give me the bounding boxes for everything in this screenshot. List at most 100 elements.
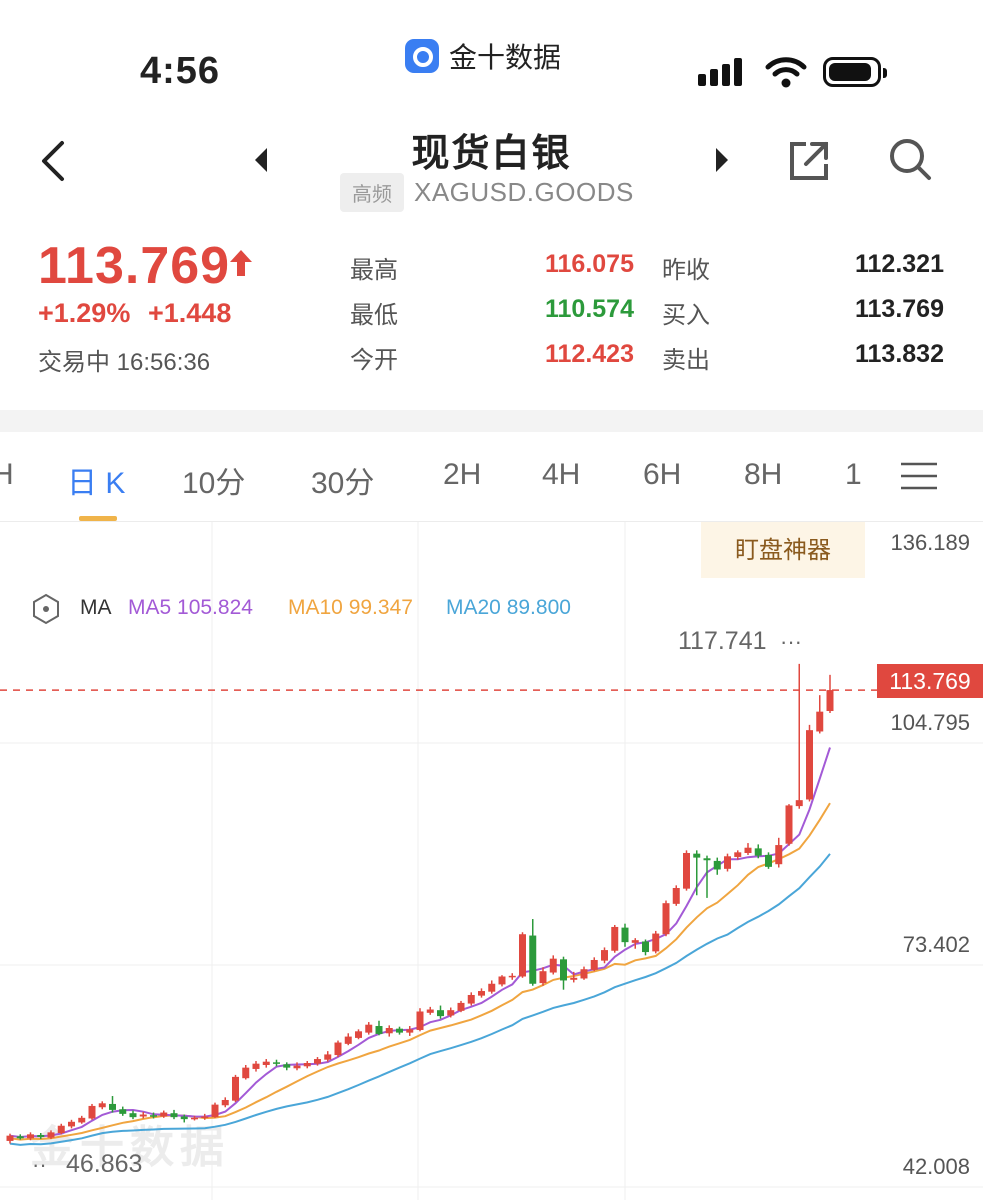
candle-body (734, 852, 742, 857)
trading-status: 交易中 16:56:36 (38, 349, 211, 376)
ask-value: 113.832 (855, 340, 944, 368)
tab-more[interactable]: 1 (845, 458, 862, 491)
candle-body (16, 1136, 24, 1139)
ma-label: MA (80, 596, 112, 619)
high-value: 116.075 (545, 250, 634, 278)
candle-body (611, 926, 619, 951)
tab-daily-k[interactable]: 日 K (67, 467, 126, 500)
candle-body (426, 1009, 434, 1013)
bid-value: 113.769 (855, 295, 944, 323)
tab-2h[interactable]: 2H (443, 458, 482, 491)
candle-body (139, 1114, 147, 1117)
y-axis-label: 42.008 (903, 1154, 970, 1179)
prev-instrument-icon[interactable] (253, 147, 269, 173)
bid-label: 买入 (662, 302, 710, 329)
candle-body (416, 1011, 424, 1030)
candle-body (693, 853, 701, 858)
next-instrument-icon[interactable] (714, 147, 730, 173)
kline-chart[interactable]: 金十数据 MA MA5 105.824 MA10 99.347 MA20 89.… (0, 522, 983, 1200)
candle-body (232, 1076, 239, 1101)
ma20-line (9, 853, 831, 1146)
active-tab-indicator (79, 516, 117, 521)
candle-body (488, 983, 496, 992)
tab-30min[interactable]: 30分 (311, 467, 375, 500)
app-name: 金十数据 (449, 42, 562, 73)
candle-body (447, 1010, 455, 1016)
candle-body (37, 1134, 45, 1137)
up-arrow-icon (230, 250, 252, 276)
candle-body (590, 959, 598, 970)
monitor-button-bg[interactable] (701, 522, 865, 578)
open-label: 今开 (350, 347, 398, 374)
candle-body (754, 848, 762, 856)
tab-6h[interactable]: 6H (643, 458, 682, 491)
menu-icon[interactable] (900, 462, 938, 490)
instrument-subtitle: 高频 XAGUSD.GOODS (340, 173, 634, 212)
candle-body (262, 1061, 270, 1065)
candle-body (519, 934, 526, 977)
candle-body (242, 1067, 250, 1079)
candle-body (652, 933, 660, 952)
tab-h[interactable]: H (0, 458, 14, 491)
back-icon[interactable] (38, 140, 68, 182)
low-annotation: 46.863 (66, 1150, 142, 1178)
search-icon[interactable] (887, 136, 933, 182)
settings-hexagon-icon[interactable] (33, 593, 59, 625)
candle-body (119, 1109, 127, 1114)
candle-body (273, 1062, 280, 1064)
tab-4h[interactable]: 4H (542, 458, 581, 491)
candle-body (529, 935, 537, 984)
candle-body (27, 1134, 34, 1139)
candle-body (775, 845, 783, 865)
last-price: 113.769 (38, 237, 231, 295)
candle-body (549, 958, 557, 973)
candle-body (98, 1103, 106, 1108)
moving-average-lines (9, 747, 831, 1146)
high-label: 最高 (350, 257, 398, 284)
ask-label: 卖出 (662, 347, 710, 374)
candle-body (508, 975, 516, 978)
prev-close-label: 昨收 (662, 257, 710, 284)
candle-body (560, 959, 567, 981)
tab-8h[interactable]: 8H (744, 458, 783, 491)
candle-body (150, 1115, 157, 1117)
candle-body (109, 1103, 116, 1110)
candle-body (324, 1054, 332, 1060)
candle-body (713, 860, 721, 870)
candle-body (478, 991, 485, 996)
change-percent: +1.29% (38, 298, 131, 328)
candle-body (314, 1059, 321, 1064)
y-axis-label: 136.189 (890, 530, 970, 555)
candle-body (662, 903, 670, 935)
tabs-divider (0, 521, 983, 522)
prev-close-value: 112.321 (855, 250, 944, 278)
candle-body (765, 854, 772, 867)
ma5-value: MA5 105.824 (128, 596, 253, 619)
share-icon[interactable] (786, 138, 832, 184)
candle-body (570, 977, 578, 980)
candle-body (437, 1010, 444, 1017)
monitor-button[interactable]: 盯盘神器 (735, 537, 831, 564)
app-logo-icon (405, 39, 439, 73)
candle-body (467, 994, 475, 1004)
candle-body (785, 805, 793, 844)
candle-body (355, 1031, 362, 1038)
candle-body (78, 1117, 86, 1123)
tab-10min[interactable]: 10分 (182, 467, 246, 500)
current-price-value: 113.769 (889, 668, 970, 694)
candle-body (744, 847, 752, 853)
candle-body (396, 1028, 403, 1033)
change-amount: +1.448 (148, 298, 232, 328)
low-label: 最低 (350, 302, 398, 329)
candle-body (406, 1029, 414, 1033)
chart-grid (0, 522, 983, 1200)
candle-body (385, 1028, 393, 1034)
candle-body (344, 1036, 352, 1044)
candle-body (334, 1042, 342, 1056)
candle-body (631, 940, 639, 943)
candle-body (498, 976, 506, 985)
candle-body (252, 1063, 260, 1069)
high-annotation-dots: ··· (780, 629, 802, 654)
candle-body (375, 1026, 383, 1034)
high-annotation: 117.741 (678, 627, 767, 655)
